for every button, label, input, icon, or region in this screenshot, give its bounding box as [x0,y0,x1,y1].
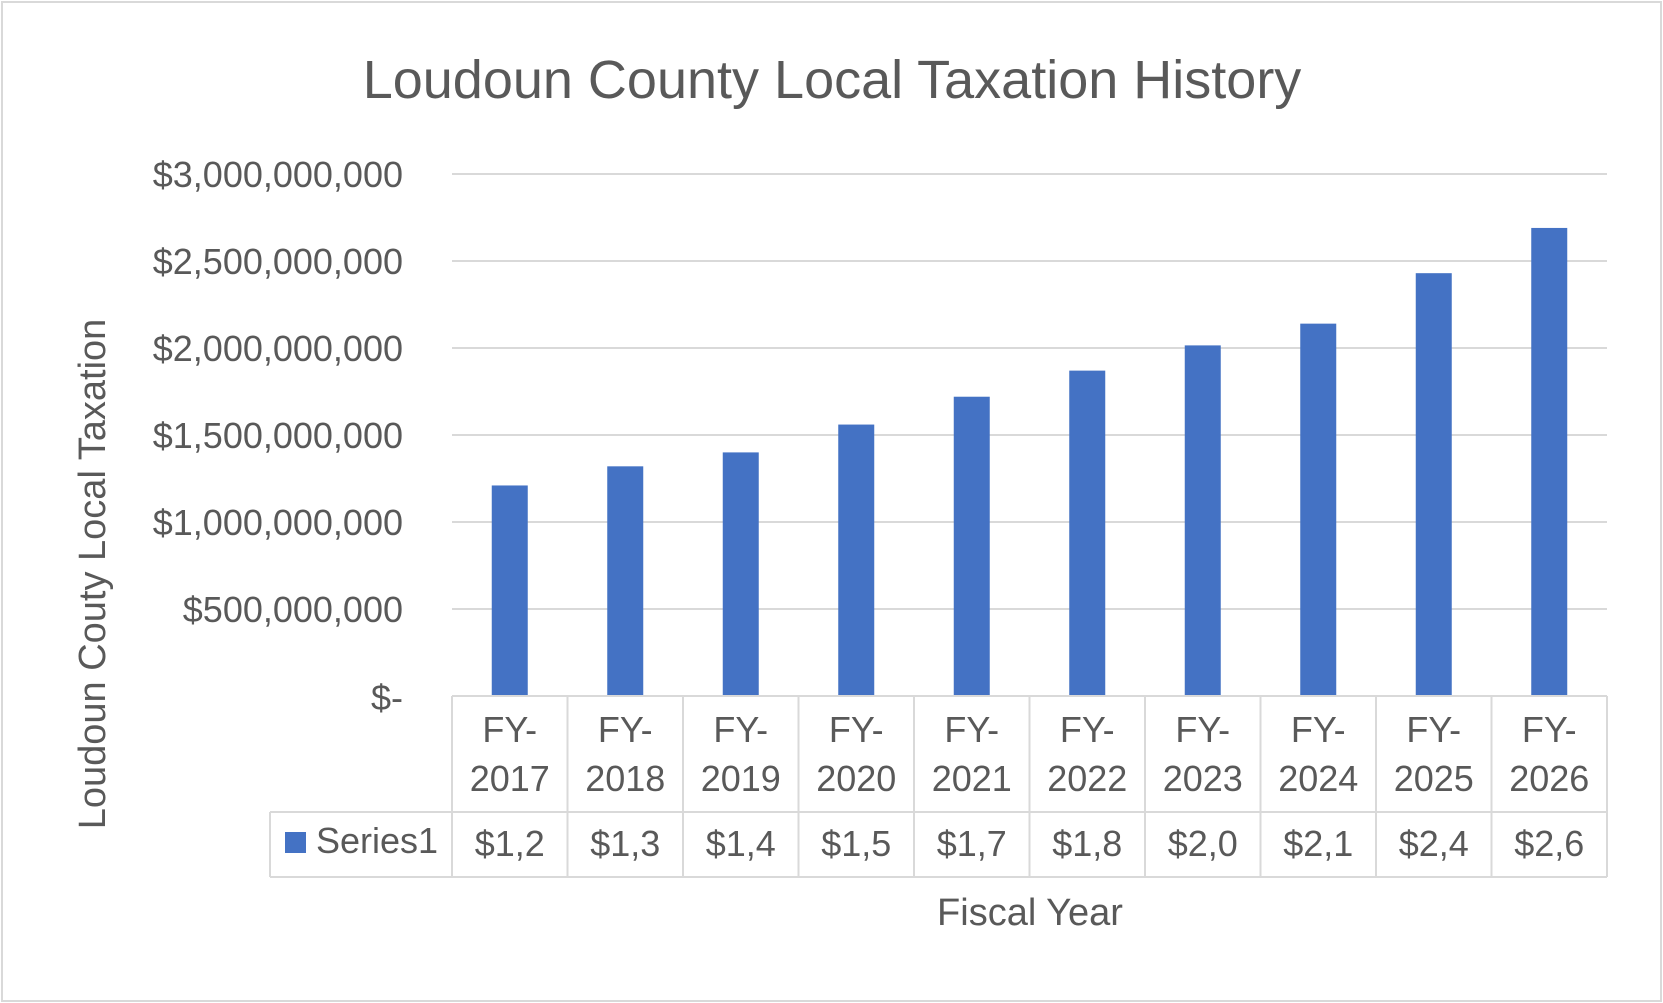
bar [1069,370,1106,696]
x-tick-label: 2023 [1163,758,1243,799]
y-tick-label: $2,000,000,000 [153,328,403,369]
x-axis-title: Fiscal Year [937,892,1123,934]
x-tick-label: FY- [1175,709,1230,750]
gridlines [452,173,1607,610]
y-tick-label: $3,000,000,000 [153,154,403,195]
legend-key [285,832,306,853]
bar [838,424,875,696]
x-tick-label: 2025 [1394,758,1474,799]
y-tick-label: $1,500,000,000 [153,415,403,456]
x-tick-label: 2018 [585,758,665,799]
chart-title: Loudoun County Local Taxation History [363,50,1302,110]
x-tick-label: FY- [713,709,768,750]
data-label: $2,6 [1514,823,1584,864]
y-axis-tick-labels: $- $500,000,000 $1,000,000,000 $1,500,000,0… [153,154,403,718]
x-tick-label: 2022 [1047,758,1127,799]
data-label: $2,0 [1168,823,1238,864]
y-axis-title: Loudoun Couty Local Taxation [72,319,114,830]
x-tick-label: FY- [1291,709,1346,750]
y-tick-label: $500,000,000 [183,589,403,630]
data-label: $2,4 [1399,823,1469,864]
data-label: $1,7 [937,823,1007,864]
bar [953,396,990,696]
bar [607,466,644,696]
data-label: $1,4 [706,823,776,864]
x-tick-label: FY- [598,709,653,750]
bar [1531,227,1568,696]
x-tick-label: FY- [1060,709,1115,750]
x-tick-label: 2020 [816,758,896,799]
x-tick-label: 2021 [932,758,1012,799]
bar [1184,345,1221,696]
bar [1300,323,1337,696]
y-tick-label: $- [371,677,403,718]
x-tick-label: FY- [944,709,999,750]
x-tick-label: 2017 [470,758,550,799]
data-label: $1,5 [821,823,891,864]
y-tick-label: $2,500,000,000 [153,241,403,282]
bars [491,227,1568,696]
x-tick-label: 2019 [701,758,781,799]
data-label: $1,3 [590,823,660,864]
x-tick-label: FY- [482,709,537,750]
x-tick-label: FY- [1406,709,1461,750]
bar [722,452,759,696]
x-tick-label: FY- [1522,709,1577,750]
y-tick-label: $1,000,000,000 [153,502,403,543]
data-label: $2,1 [1283,823,1353,864]
x-tick-label: 2026 [1509,758,1589,799]
x-tick-label: 2024 [1278,758,1358,799]
data-label: $1,8 [1052,823,1122,864]
legend-label: Series1 [316,820,438,861]
x-tick-label: FY- [829,709,884,750]
bar [1415,273,1452,696]
data-table: FY- 2017 FY- 2018 FY- 2019 FY- 2020 FY- 2021 FY- 20… [269,695,1608,878]
bar [491,485,528,696]
data-label: $1,2 [475,823,545,864]
